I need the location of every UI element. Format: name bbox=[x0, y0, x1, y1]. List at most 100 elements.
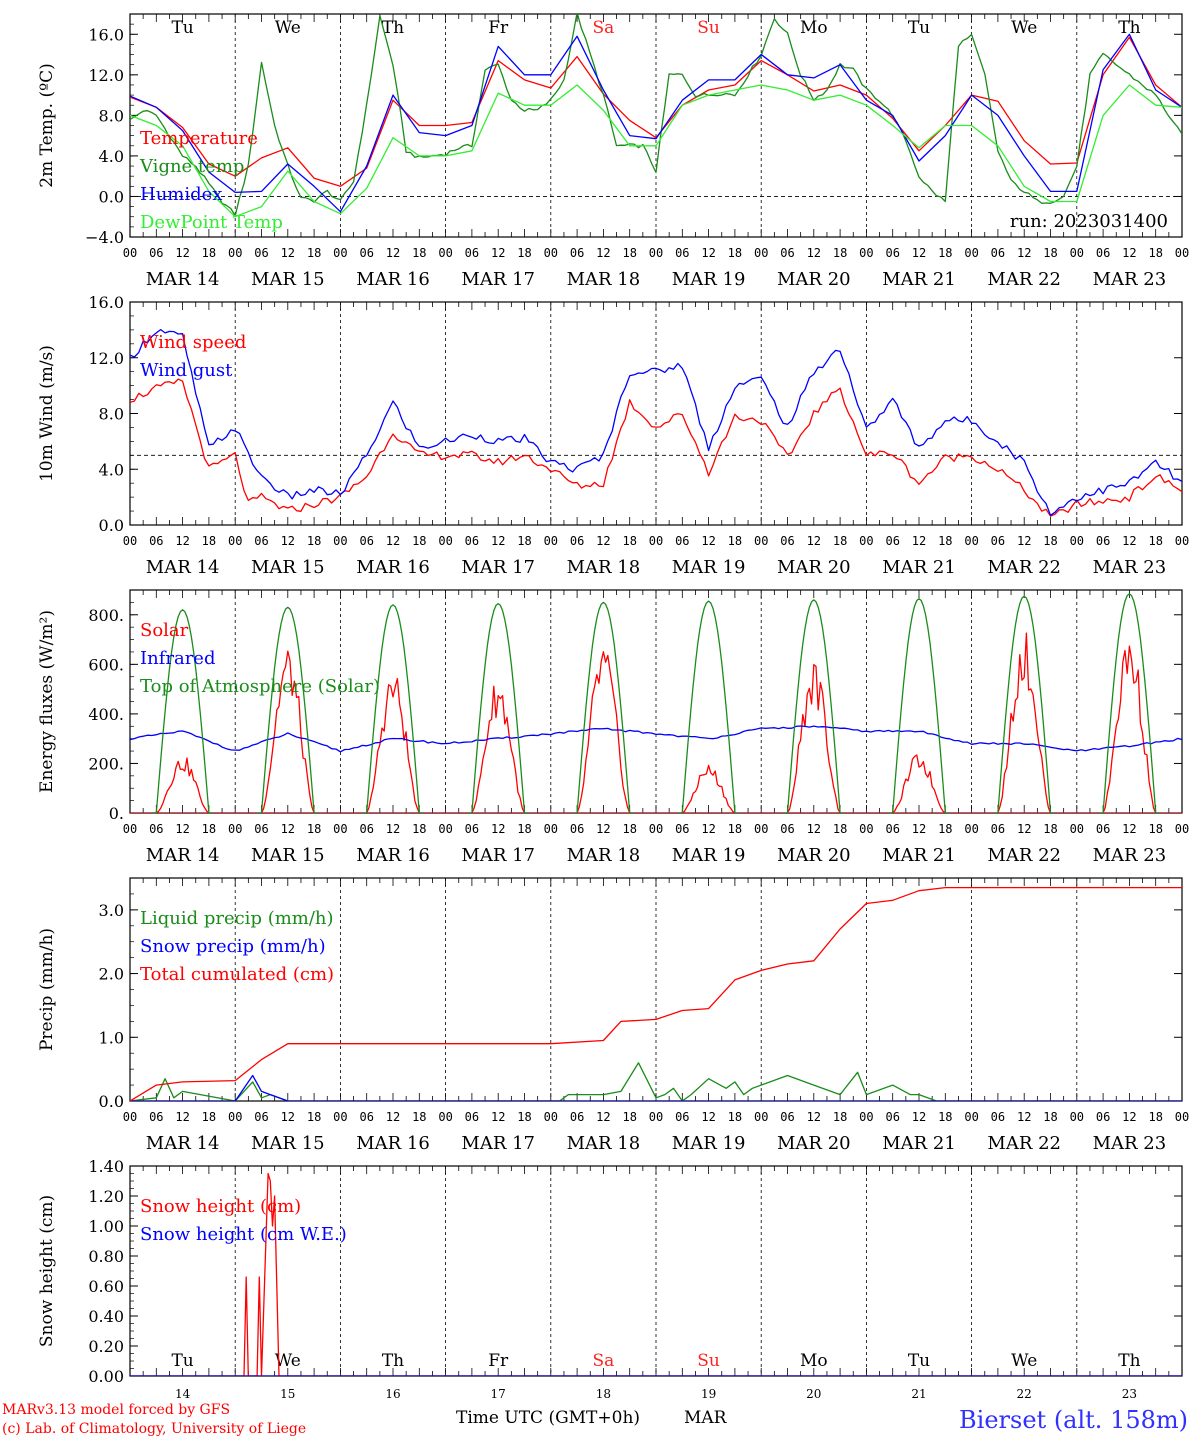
y-tick-label: 0.0 bbox=[99, 187, 124, 206]
hour-tick-label: 06 bbox=[570, 822, 584, 836]
date-label: MAR 17 bbox=[461, 1133, 535, 1154]
hour-tick-label: 18 bbox=[938, 534, 952, 548]
hour-tick-label: 12 bbox=[701, 534, 715, 548]
hour-tick-label: 18 bbox=[833, 1110, 847, 1124]
date-label: MAR 22 bbox=[987, 1133, 1061, 1154]
series-line-liquid-precip-mm-h- bbox=[130, 1062, 1182, 1101]
y-axis-title: 2m Temp. (ºC) bbox=[37, 63, 57, 188]
hour-tick-label: 00 bbox=[859, 1110, 873, 1124]
hour-tick-label: 18 bbox=[517, 822, 531, 836]
hour-tick-label: 18 bbox=[307, 822, 321, 836]
x-axis-title: Time UTC (GMT+0h) bbox=[456, 1408, 640, 1428]
panel-2: 0.0 4.0 8.0 12.0 16.0 10m Wind (m/s) 00 06 12 18 0… bbox=[37, 293, 1189, 578]
day-name: Mo bbox=[800, 1351, 828, 1371]
date-label: MAR 19 bbox=[672, 557, 746, 578]
hour-tick-label: 18 bbox=[938, 822, 952, 836]
y-axis-title: Energy fluxes (W/m²) bbox=[37, 610, 57, 793]
y-tick-label: 16.0 bbox=[88, 293, 124, 312]
date-label: MAR 22 bbox=[987, 845, 1061, 866]
hour-tick-label: 06 bbox=[149, 1110, 163, 1124]
hour-tick-label: 12 bbox=[1122, 822, 1136, 836]
legend-entry: DewPoint Temp bbox=[140, 212, 283, 233]
hour-tick-label: 00 bbox=[228, 246, 242, 260]
day-name: Fr bbox=[488, 1351, 509, 1371]
y-tick-label: 4.0 bbox=[99, 147, 124, 166]
y-tick-label: 800. bbox=[88, 606, 124, 625]
hour-tick-label: 18 bbox=[1043, 1110, 1057, 1124]
panel-5: 0.00 0.20 0.40 0.60 0.80 1.00 1.20 1.40 Snow hei… bbox=[37, 1157, 1183, 1401]
hour-tick-label: 18 bbox=[1148, 534, 1162, 548]
date-label: MAR 19 bbox=[672, 1133, 746, 1154]
day-number: 19 bbox=[701, 1387, 716, 1401]
hour-tick-label: 18 bbox=[202, 1110, 216, 1124]
hour-tick-label: 00 bbox=[649, 246, 663, 260]
hour-tick-label: 00 bbox=[333, 534, 347, 548]
hour-tick-label: 12 bbox=[912, 534, 926, 548]
hour-tick-label: 18 bbox=[307, 1110, 321, 1124]
y-tick-label: 0. bbox=[109, 804, 124, 823]
hour-tick-label: 06 bbox=[885, 822, 899, 836]
hour-tick-label: 06 bbox=[254, 246, 268, 260]
hour-tick-label: 18 bbox=[1043, 246, 1057, 260]
hour-tick-label: 06 bbox=[1096, 246, 1110, 260]
hour-tick-label: 18 bbox=[728, 822, 742, 836]
hour-tick-label: 00 bbox=[754, 1110, 768, 1124]
date-label: MAR 20 bbox=[777, 1133, 851, 1154]
hour-tick-label: 00 bbox=[649, 1110, 663, 1124]
hour-tick-label: 00 bbox=[754, 246, 768, 260]
hour-tick-label: 12 bbox=[175, 822, 189, 836]
hour-tick-label: 00 bbox=[964, 246, 978, 260]
hour-tick-label: 00 bbox=[333, 246, 347, 260]
series-group bbox=[130, 1172, 1182, 1376]
hour-tick-label: 06 bbox=[885, 534, 899, 548]
hour-tick-label: 00 bbox=[123, 1110, 137, 1124]
hour-tick-label: 00 bbox=[123, 246, 137, 260]
hour-tick-label: 12 bbox=[386, 822, 400, 836]
series-line-wind-speed bbox=[130, 378, 1182, 517]
hour-tick-label: 12 bbox=[281, 1110, 295, 1124]
date-label: MAR 15 bbox=[251, 557, 325, 578]
hour-tick-label: 06 bbox=[359, 246, 373, 260]
hour-tick-label: 06 bbox=[675, 822, 689, 836]
hour-tick-label: 18 bbox=[728, 1110, 742, 1124]
hour-tick-label: 18 bbox=[517, 534, 531, 548]
hour-tick-label: 18 bbox=[938, 1110, 952, 1124]
hour-tick-label: 06 bbox=[359, 534, 373, 548]
hour-tick-label: 00 bbox=[859, 246, 873, 260]
day-name: We bbox=[275, 18, 301, 38]
hour-tick-label: 12 bbox=[912, 246, 926, 260]
date-label: MAR 18 bbox=[567, 845, 641, 866]
hour-tick-label: 12 bbox=[701, 1110, 715, 1124]
series-line-total-cumulated-cm- bbox=[130, 886, 1182, 1101]
y-tick-label: −4.0 bbox=[85, 228, 124, 247]
y-axis-title: Precip (mm/h) bbox=[37, 928, 57, 1051]
hour-tick-label: 12 bbox=[1017, 1110, 1031, 1124]
date-label: MAR 23 bbox=[1093, 557, 1167, 578]
day-number: 16 bbox=[385, 1387, 400, 1401]
date-label: MAR 23 bbox=[1093, 269, 1167, 290]
day-name: We bbox=[275, 1351, 301, 1371]
legend-entry: Liquid precip (mm/h) bbox=[140, 908, 334, 929]
hour-tick-label: 12 bbox=[281, 822, 295, 836]
hour-tick-label: 18 bbox=[412, 534, 426, 548]
hour-tick-label: 06 bbox=[1096, 534, 1110, 548]
hour-tick-label: 18 bbox=[517, 1110, 531, 1124]
credit-line-1: MARv3.13 model forced by GFS bbox=[2, 1402, 230, 1418]
y-tick-label: 1.40 bbox=[88, 1157, 124, 1176]
hour-tick-label: 00 bbox=[1070, 822, 1084, 836]
date-label: MAR 23 bbox=[1093, 1133, 1167, 1154]
y-tick-label: 0.40 bbox=[88, 1307, 124, 1326]
date-label: MAR 18 bbox=[567, 557, 641, 578]
legend-entry: Temperature bbox=[140, 128, 258, 149]
date-label: MAR 22 bbox=[987, 557, 1061, 578]
hour-tick-label: 06 bbox=[149, 246, 163, 260]
hour-tick-label: 12 bbox=[1122, 534, 1136, 548]
hour-tick-label: 06 bbox=[465, 246, 479, 260]
hour-tick-label: 06 bbox=[570, 1110, 584, 1124]
hour-tick-label: 00 bbox=[649, 534, 663, 548]
date-label: MAR 16 bbox=[356, 845, 430, 866]
hour-tick-label: 12 bbox=[386, 1110, 400, 1124]
hour-tick-label: 12 bbox=[281, 534, 295, 548]
hour-tick-label: 00 bbox=[1175, 246, 1189, 260]
day-name: Mo bbox=[800, 18, 828, 38]
